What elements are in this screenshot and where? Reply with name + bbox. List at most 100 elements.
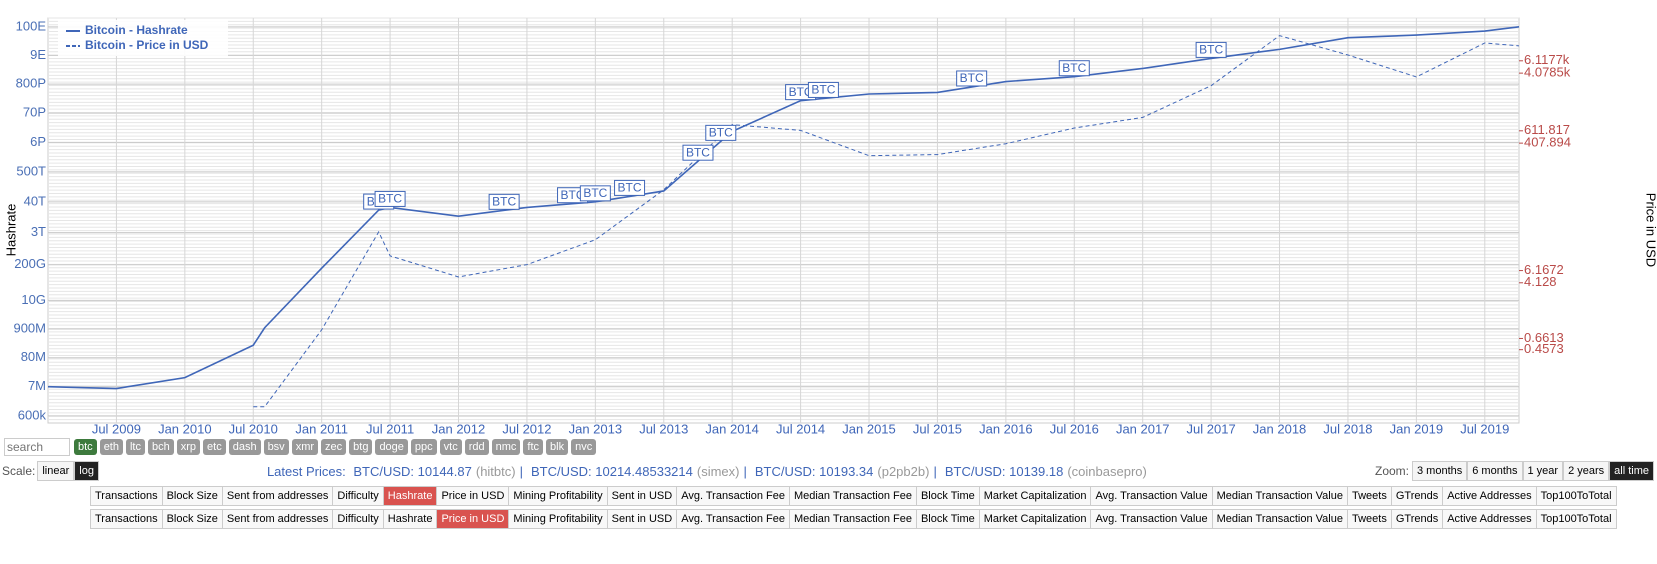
x-tick-label: Jul 2009 — [92, 421, 141, 436]
scale-button[interactable]: linear — [37, 461, 75, 481]
y-tick-label: 800P — [16, 76, 46, 91]
zoom-button[interactable]: 2 years — [1563, 461, 1610, 481]
y-tick-label: 40T — [24, 193, 46, 208]
flag-box — [374, 190, 406, 207]
metric-tab[interactable]: Block Size — [161, 486, 223, 506]
x-tick-label: Jul 2012 — [502, 421, 551, 436]
coin-button[interactable]: rdd — [464, 439, 489, 455]
y2-tick-label: 4.0785k — [1524, 65, 1571, 80]
coin-button[interactable]: ppc — [410, 439, 437, 455]
coin-button[interactable]: bch — [147, 439, 174, 455]
legend-box — [58, 20, 228, 56]
metric-tab[interactable]: Sent from addresses — [221, 509, 334, 529]
x-tick-label: Jul 2018 — [1323, 421, 1372, 436]
scale-button[interactable]: log — [74, 461, 99, 481]
y-tick-label: 500T — [16, 163, 46, 178]
metric-tabs: Transactions Block Size Sent from addresse… — [90, 509, 1617, 529]
y-tick-label: 80M — [21, 349, 46, 364]
coin-button[interactable]: xrp — [176, 439, 201, 455]
metric-tab[interactable]: Top100ToTotal — [1535, 486, 1617, 506]
metric-tab[interactable]: Top100ToTotal — [1535, 509, 1617, 529]
metric-tab[interactable]: Sent in USD — [606, 486, 678, 506]
metric-tab[interactable]: Hashrate — [382, 509, 438, 529]
search-input[interactable] — [4, 438, 70, 456]
metric-tab[interactable]: Avg. Transaction Fee — [676, 509, 790, 529]
x-tick-label: Jan 2014 — [705, 421, 759, 436]
coin-button[interactable]: eth — [99, 439, 123, 455]
metric-tab[interactable]: Hashrate — [382, 486, 438, 506]
flag-text: BTC — [686, 145, 710, 159]
flag-text: BTC — [709, 126, 733, 140]
zoom-button[interactable]: all time — [1609, 461, 1654, 481]
x-tick-label: Jan 2012 — [432, 421, 486, 436]
latest-label: Latest Prices: — [266, 463, 346, 479]
flag-text: BTC — [583, 186, 607, 200]
metric-tab[interactable]: Transactions — [90, 486, 163, 506]
metric-tab[interactable]: Market Capitalization — [978, 509, 1092, 529]
coin-button[interactable]: doge — [375, 439, 408, 455]
coin-button[interactable]: xmr — [291, 439, 319, 455]
metric-tab[interactable]: Avg. Transaction Fee — [676, 486, 790, 506]
metric-tab[interactable]: Tweets — [1346, 486, 1392, 506]
coin-button[interactable]: zec — [321, 439, 347, 455]
x-tick-label: Jan 2016 — [979, 421, 1033, 436]
coin-button[interactable]: nmc — [491, 439, 521, 455]
coin-button[interactable]: etc — [203, 439, 226, 455]
y-tick-label: 70P — [23, 105, 46, 120]
metric-tab[interactable]: Mining Profitability — [508, 486, 608, 506]
metric-tab[interactable]: Block Time — [915, 509, 980, 529]
zoom-button[interactable]: 1 year — [1522, 461, 1564, 481]
flag-box — [807, 81, 839, 98]
metric-tab[interactable]: Tweets — [1346, 509, 1392, 529]
coin-button[interactable]: dash — [228, 439, 261, 455]
metric-tab[interactable]: Median Transaction Value — [1211, 486, 1348, 506]
legend-label: Bitcoin - Hashrate — [85, 23, 188, 37]
coin-button[interactable]: bsv — [263, 439, 289, 455]
metric-tab[interactable]: Difficulty — [332, 509, 384, 529]
zoom-button[interactable]: 3 months — [1412, 461, 1468, 481]
coin-button[interactable]: vtc — [439, 439, 462, 455]
coin-button[interactable]: btc — [74, 439, 97, 455]
metric-tab[interactable]: Median Transaction Value — [1211, 509, 1348, 529]
y-tick-label: 600k — [18, 407, 47, 422]
metric-tab[interactable]: Difficulty — [332, 486, 384, 506]
x-tick-label: Jan 2010 — [158, 421, 212, 436]
y2-axis-label: Price in USD — [1644, 193, 1657, 267]
y-tick-label: 6P — [30, 134, 46, 149]
zoom-options: 3 months 6 months 1 year 2 years all time — [1412, 461, 1654, 481]
coin-button[interactable]: ftc — [523, 439, 544, 455]
coin-button[interactable]: nvc — [571, 439, 597, 455]
flag-box — [1058, 60, 1090, 77]
metric-tab[interactable]: Active Addresses — [1442, 486, 1537, 506]
metric-tab[interactable]: Market Capitalization — [978, 486, 1092, 506]
metric-tab[interactable]: Block Time — [915, 486, 980, 506]
coin-button[interactable]: blk — [546, 439, 569, 455]
metric-tab[interactable]: Price in USD — [436, 486, 510, 506]
metric-tab[interactable]: Transactions — [90, 509, 163, 529]
coin-button[interactable]: btg — [349, 439, 373, 455]
metric-tab[interactable]: Mining Profitability — [508, 509, 608, 529]
metric-tab[interactable]: Median Transaction Fee — [788, 486, 917, 506]
y-tick-label: 3T — [31, 224, 46, 239]
metric-tab[interactable]: GTrends — [1390, 509, 1444, 529]
metric-tab[interactable]: Sent in USD — [606, 509, 678, 529]
flag-box — [614, 179, 646, 196]
flag-text: BTC — [789, 85, 813, 99]
metric-tab[interactable]: GTrends — [1390, 486, 1444, 506]
zoom-button[interactable]: 6 months — [1467, 461, 1523, 481]
metric-tab[interactable]: Avg. Transaction Value — [1090, 509, 1213, 529]
metric-tab[interactable]: Block Size — [161, 509, 223, 529]
separator: | — [933, 463, 937, 479]
metric-tab[interactable]: Median Transaction Fee — [788, 509, 917, 529]
metric-tab[interactable]: Active Addresses — [1442, 509, 1537, 529]
flag-text: BTC — [618, 181, 642, 195]
coin-button[interactable]: ltc — [125, 439, 145, 455]
metric-tab[interactable]: Sent from addresses — [221, 486, 334, 506]
metric-tab[interactable]: Price in USD — [436, 509, 510, 529]
price: BTC/USD: 10193.34 — [754, 463, 874, 479]
price-source: (coinbasepro) — [1067, 463, 1147, 479]
metric-tab[interactable]: Avg. Transaction Value — [1090, 486, 1213, 506]
